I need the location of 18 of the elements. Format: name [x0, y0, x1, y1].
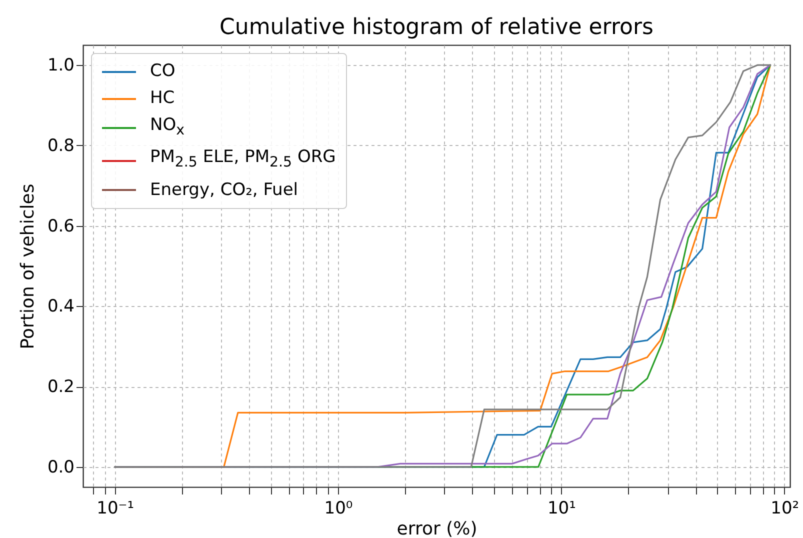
- x-tick-label: 10⁻¹: [96, 498, 134, 518]
- x-tick-label: 10⁰: [324, 498, 353, 518]
- y-tick-label: 0.6: [47, 216, 74, 236]
- legend-label: PM$_{2.5}$ ELE, PM$_{2.5}$ ORG: [150, 146, 336, 173]
- y-tick-label: 0.2: [47, 377, 74, 398]
- x-tick-label: 10¹: [547, 498, 576, 518]
- legend-label: Energy, CO₂, Fuel: [150, 178, 298, 202]
- x-tick-label: 10²: [770, 498, 800, 518]
- x-axis-title: error (%): [396, 518, 478, 538]
- legend-label: NO$_{x}$: [150, 114, 184, 140]
- legend-label: CO: [150, 60, 176, 83]
- y-tick-label: 0.4: [47, 296, 74, 317]
- legend-label: HC: [150, 87, 175, 110]
- chart-title: Cumulative histogram of relative errors: [220, 15, 654, 40]
- y-axis-title: Portion of vehicles: [17, 184, 38, 350]
- y-tick-label: 0.0: [47, 457, 74, 478]
- y-tick-label: 0.8: [47, 136, 74, 156]
- y-tick-label: 1.0: [47, 56, 74, 76]
